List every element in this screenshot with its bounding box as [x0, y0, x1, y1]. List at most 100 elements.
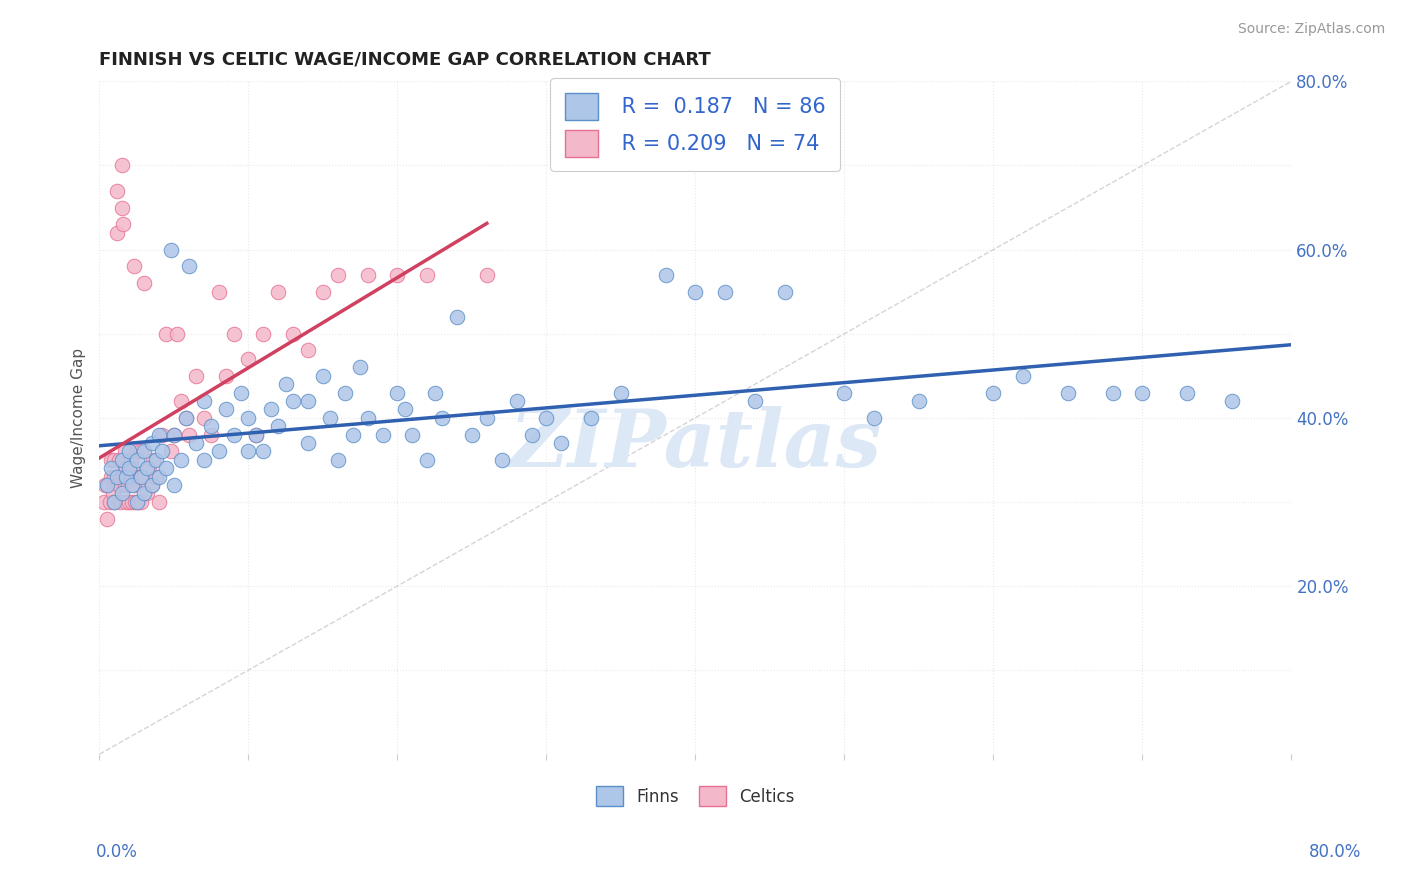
Point [103, 453, 125, 467]
Point [229, 385, 252, 400]
Point [121, 478, 143, 492]
Point [155, 461, 177, 475]
Point [142, 453, 165, 467]
Point [267, 285, 290, 299]
Point [111, 201, 134, 215]
Point [138, 461, 160, 475]
Point [170, 394, 193, 409]
Point [129, 469, 152, 483]
Point [129, 495, 152, 509]
Point [714, 285, 737, 299]
Text: ZIPatlas: ZIPatlas [509, 406, 882, 483]
Point [105, 226, 128, 240]
Point [103, 469, 125, 483]
Point [96, 512, 118, 526]
Point [100, 461, 122, 475]
Point [148, 427, 170, 442]
Point [148, 469, 170, 483]
Point [260, 402, 283, 417]
Point [416, 268, 439, 282]
Point [134, 469, 156, 483]
Point [111, 453, 134, 467]
Text: 80.0%: 80.0% [1309, 843, 1361, 861]
Point [281, 326, 304, 341]
Point [100, 453, 122, 467]
Point [274, 377, 297, 392]
Point [222, 326, 245, 341]
Point [98, 495, 121, 509]
Point [387, 268, 409, 282]
Point [129, 444, 152, 458]
Point [186, 368, 208, 383]
Point [215, 402, 238, 417]
Point [121, 461, 143, 475]
Point [193, 453, 215, 467]
Point [908, 394, 931, 409]
Point [423, 385, 446, 400]
Point [1175, 385, 1198, 400]
Legend: Finns, Celtics: Finns, Celtics [589, 780, 801, 814]
Point [96, 478, 118, 492]
Point [387, 385, 409, 400]
Point [416, 453, 439, 467]
Point [170, 453, 193, 467]
Point [326, 453, 349, 467]
Point [1057, 385, 1080, 400]
Point [193, 410, 215, 425]
Point [356, 268, 378, 282]
Point [115, 495, 138, 509]
Point [335, 385, 357, 400]
Point [744, 394, 766, 409]
Point [252, 326, 274, 341]
Point [834, 385, 856, 400]
Point [174, 410, 197, 425]
Point [245, 427, 267, 442]
Point [342, 427, 364, 442]
Point [118, 469, 141, 483]
Point [238, 410, 260, 425]
Point [127, 495, 149, 509]
Point [118, 444, 141, 458]
Point [150, 427, 173, 442]
Point [103, 495, 125, 509]
Point [107, 478, 129, 492]
Point [349, 360, 371, 375]
Point [103, 495, 125, 509]
Point [177, 427, 200, 442]
Point [124, 495, 146, 509]
Point [200, 427, 222, 442]
Point [166, 326, 188, 341]
Point [579, 410, 602, 425]
Point [491, 453, 513, 467]
Point [101, 486, 124, 500]
Point [100, 469, 122, 483]
Point [125, 495, 148, 509]
Point [863, 410, 886, 425]
Point [163, 427, 186, 442]
Point [326, 268, 349, 282]
Point [112, 469, 135, 483]
Point [401, 427, 423, 442]
Point [118, 461, 141, 475]
Point [1132, 385, 1154, 400]
Point [297, 343, 319, 358]
Point [125, 469, 148, 483]
Point [193, 394, 215, 409]
Text: 0.0%: 0.0% [96, 843, 138, 861]
Point [115, 461, 138, 475]
Point [222, 427, 245, 442]
Point [145, 453, 167, 467]
Point [125, 444, 148, 458]
Point [118, 495, 141, 509]
Point [238, 444, 260, 458]
Point [150, 444, 173, 458]
Point [134, 444, 156, 458]
Point [155, 326, 177, 341]
Point [371, 427, 394, 442]
Text: Source: ZipAtlas.com: Source: ZipAtlas.com [1237, 22, 1385, 37]
Point [297, 436, 319, 450]
Point [145, 469, 167, 483]
Y-axis label: Wage/Income Gap: Wage/Income Gap [72, 348, 86, 488]
Point [177, 260, 200, 274]
Point [163, 478, 186, 492]
